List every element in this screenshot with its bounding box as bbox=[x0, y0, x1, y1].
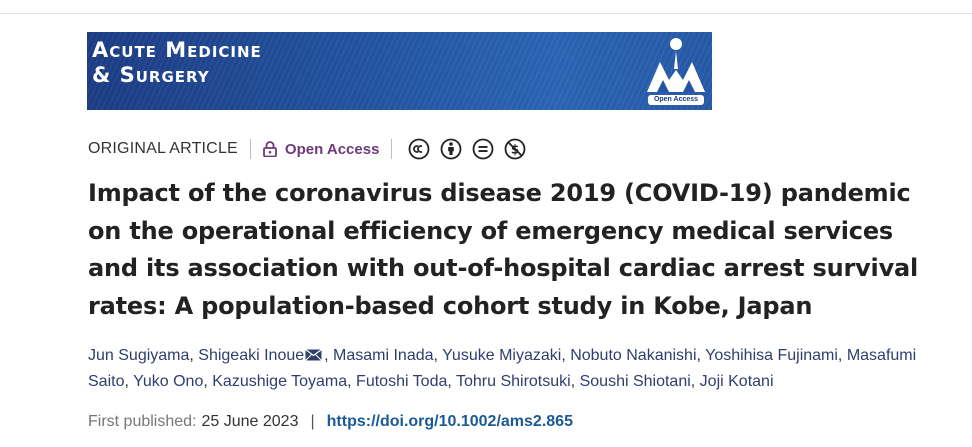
banner-texture bbox=[87, 32, 712, 110]
author-link[interactable]: Yuko Ono bbox=[133, 373, 204, 390]
author-link[interactable]: Masami Inada bbox=[333, 347, 434, 364]
author-list: Jun Sugiyama, Shigeaki Inoue, Masami Ina… bbox=[88, 347, 917, 390]
author-link[interactable]: Nobuto Nakanishi bbox=[570, 347, 697, 364]
envelope-icon[interactable] bbox=[305, 349, 323, 361]
author-link[interactable]: Kazushige Toyama bbox=[212, 373, 348, 390]
journal-banner[interactable]: Acute Medicine & Surgery Open Access bbox=[87, 32, 712, 110]
doi-link[interactable]: https://doi.org/10.1002/ams2.865 bbox=[326, 413, 573, 430]
author-link[interactable]: Tohru Shirotsuki bbox=[455, 373, 571, 390]
article-meta-row: ORIGINAL ARTICLE Open Access $ bbox=[88, 137, 536, 161]
author-link[interactable]: Soushi Shiotani bbox=[579, 373, 691, 390]
first-published-label: First published: bbox=[88, 413, 197, 430]
journal-name-line1: Acute Medicine bbox=[92, 38, 262, 62]
journal-name-line2: & Surgery bbox=[92, 63, 210, 87]
top-toolbar-strip bbox=[0, 0, 972, 14]
license-icons[interactable]: $ bbox=[408, 138, 536, 160]
creative-commons-icon[interactable] bbox=[408, 138, 430, 160]
non-commercial-icon[interactable]: $ bbox=[504, 138, 526, 160]
lock-open-icon bbox=[263, 141, 277, 157]
author-link[interactable]: Yusuke Miyazaki bbox=[442, 347, 562, 364]
author-link[interactable]: Jun Sugiyama bbox=[88, 347, 190, 364]
author-link[interactable]: Futoshi Toda bbox=[356, 373, 448, 390]
author-link[interactable]: Yoshihisa Fujinami bbox=[705, 347, 838, 364]
article-title: Impact of the coronavirus disease 2019 (… bbox=[88, 179, 919, 320]
article-type: ORIGINAL ARTICLE bbox=[88, 140, 238, 157]
author-link[interactable]: Joji Kotani bbox=[699, 373, 774, 390]
publication-info: First published: 25 June 2023 | https://… bbox=[88, 411, 573, 433]
open-access-badge: Open Access bbox=[648, 95, 704, 105]
no-derivatives-icon[interactable] bbox=[472, 138, 494, 160]
publication-date: 25 June 2023 bbox=[201, 413, 299, 430]
meta-divider bbox=[391, 139, 393, 159]
author-link[interactable]: Shigeaki Inoue bbox=[198, 347, 305, 364]
author-link[interactable]: Masafumi Saito bbox=[88, 347, 917, 390]
open-access-label[interactable]: Open Access bbox=[284, 140, 380, 158]
meta-divider bbox=[249, 139, 251, 159]
journal-logo-icon bbox=[647, 38, 705, 92]
attribution-icon[interactable] bbox=[440, 138, 462, 160]
publication-separator: | bbox=[310, 413, 315, 430]
